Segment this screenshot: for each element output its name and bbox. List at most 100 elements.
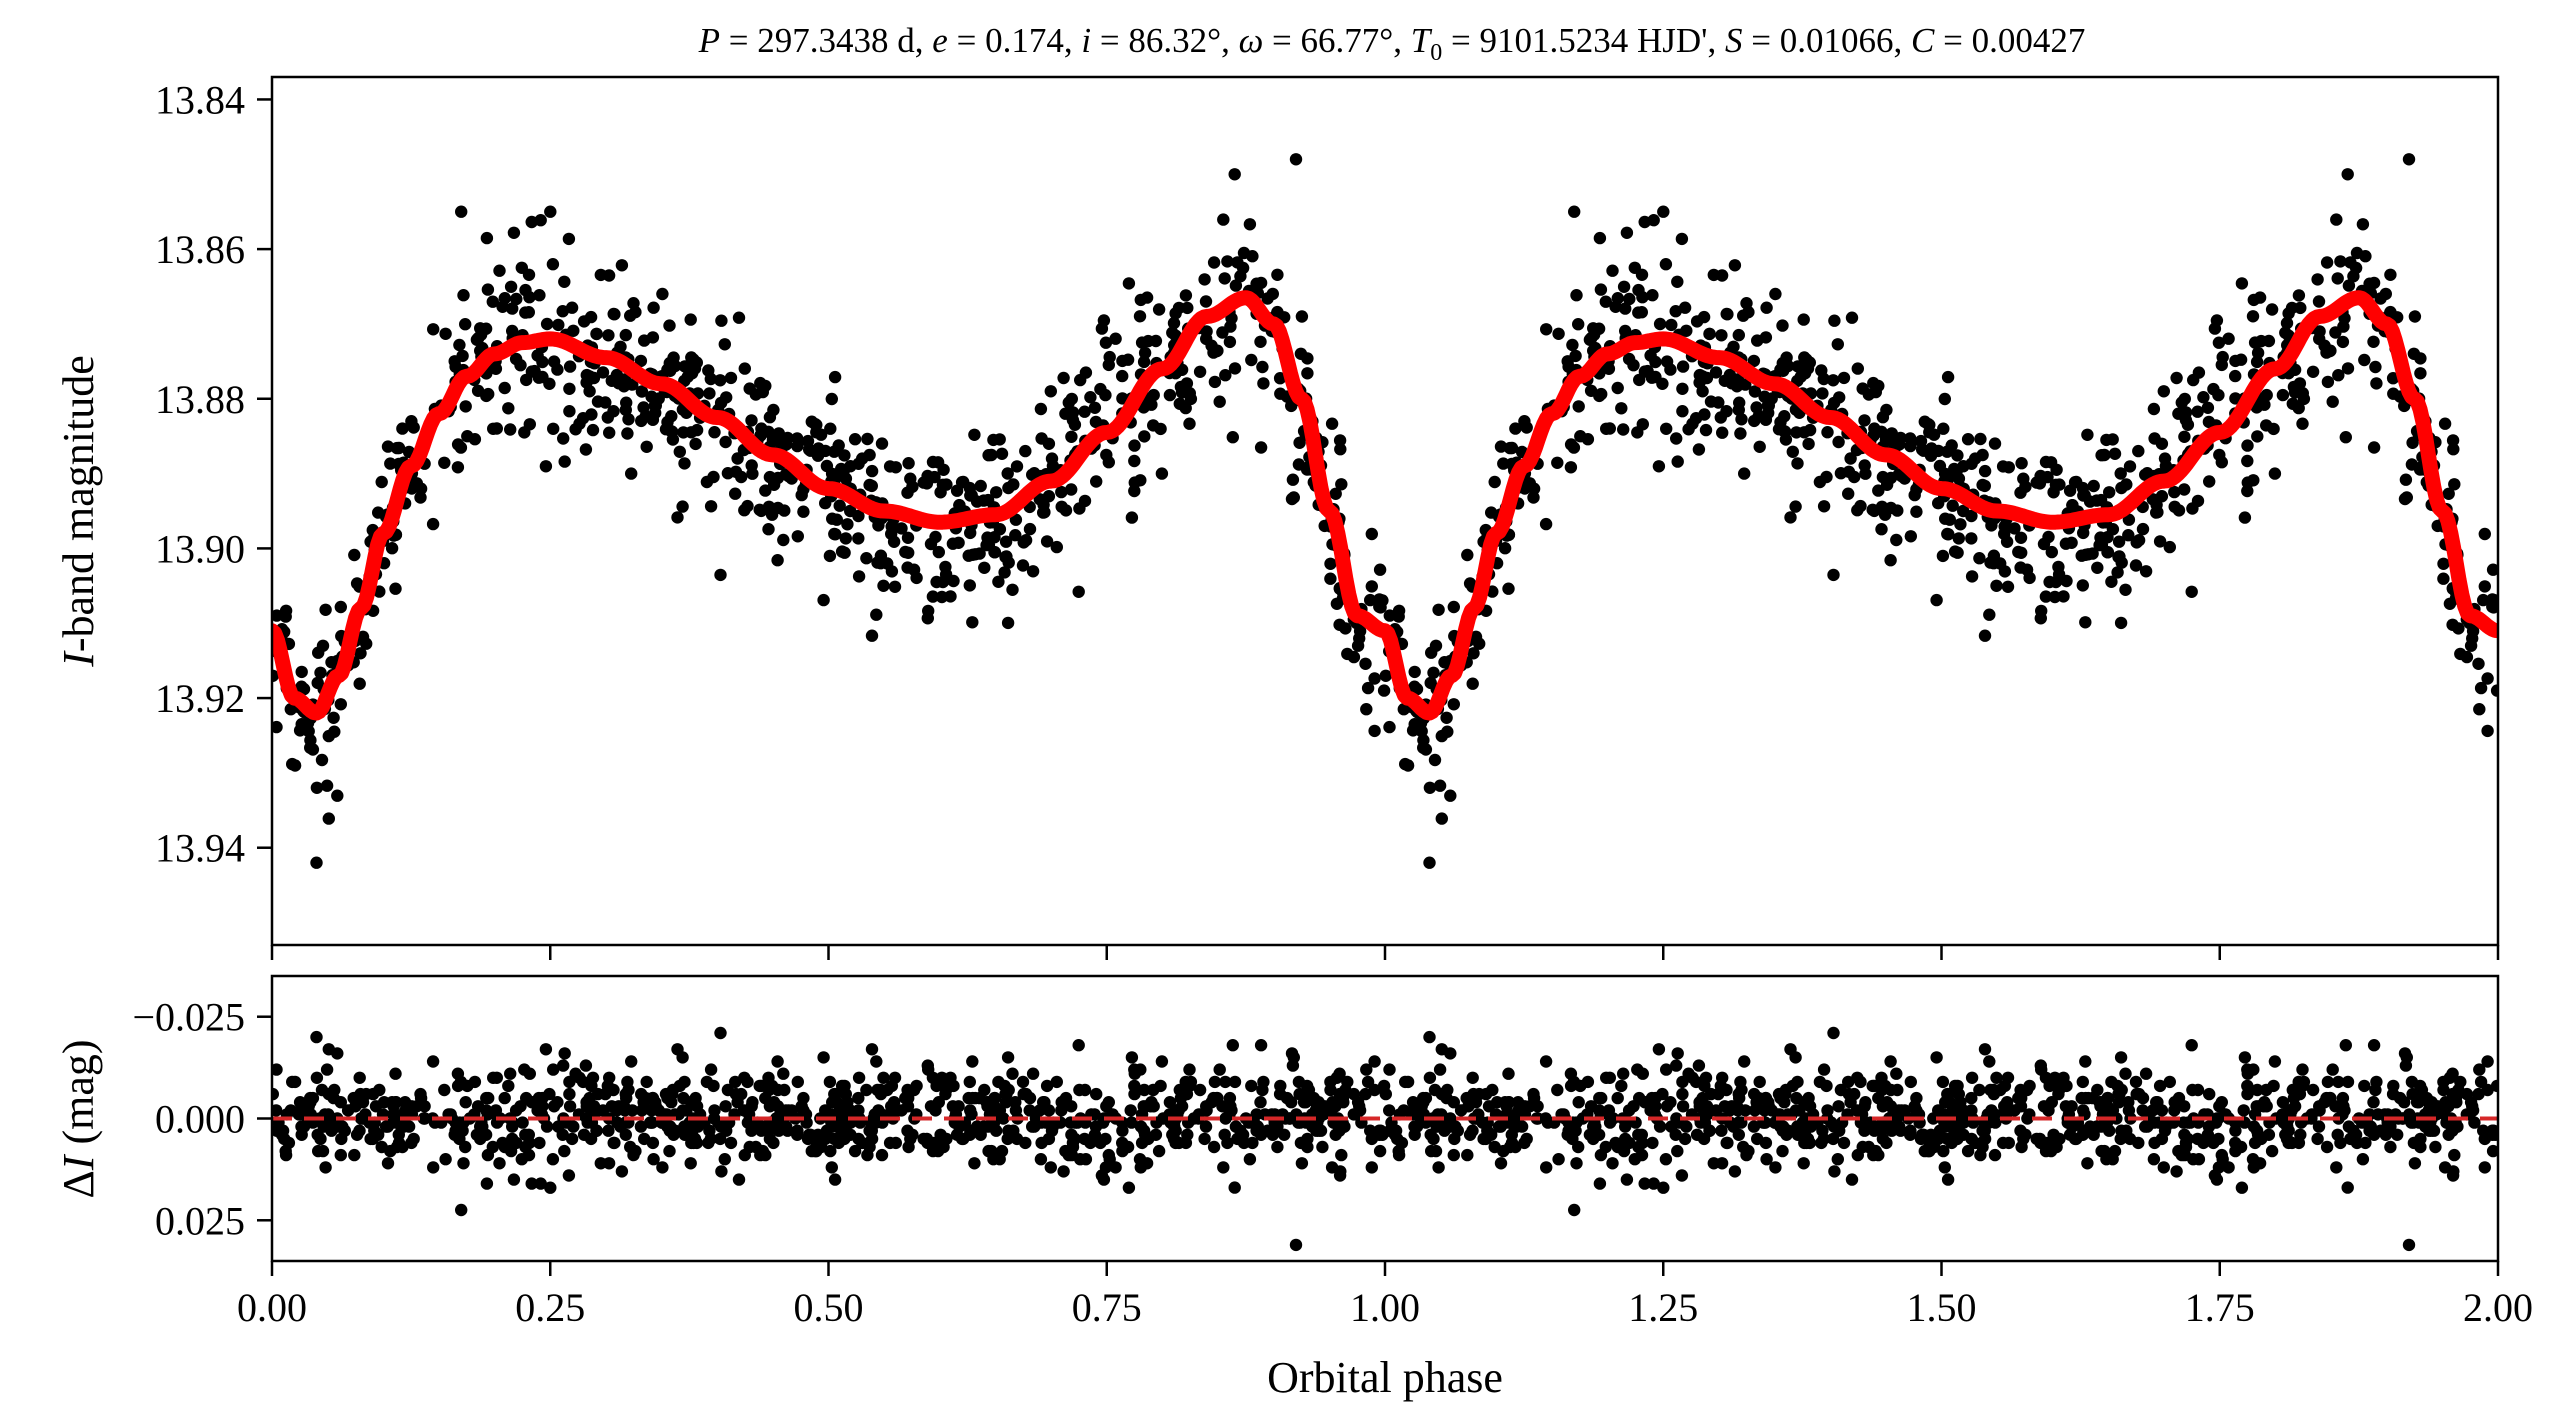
data-point (583, 385, 596, 398)
residual-point (1680, 1120, 1693, 1133)
data-point (1880, 403, 1893, 417)
data-point (1138, 430, 1151, 443)
data-point (1198, 273, 1211, 286)
data-point (2446, 434, 2460, 447)
data-point (1360, 703, 1373, 716)
data-point (1868, 422, 1881, 435)
residual-point (2413, 1079, 2427, 1093)
data-point (1494, 440, 1508, 453)
data-point (759, 379, 772, 393)
residual-point (2422, 1120, 2435, 1133)
data-point (731, 452, 744, 465)
residual-point (2313, 1104, 2326, 1117)
data-point (331, 789, 344, 802)
data-point (2235, 277, 2249, 290)
data-point (1498, 542, 1512, 555)
residual-point (353, 1071, 366, 1085)
data-point (2251, 346, 2265, 360)
data-point (2296, 417, 2309, 430)
data-point (2280, 316, 2294, 330)
data-point (1527, 491, 1540, 504)
residual-point (1510, 1120, 1523, 1133)
data-point (1973, 552, 1986, 565)
data-point (1740, 297, 1753, 310)
residual-point (2356, 1153, 2370, 1166)
data-point (1735, 413, 1748, 426)
residual-point (558, 1047, 571, 1060)
data-point (2045, 545, 2058, 559)
residual-point (272, 1104, 283, 1117)
data-point (1228, 168, 1241, 181)
data-point (1816, 387, 1829, 400)
data-point (2246, 310, 2260, 323)
residual-point (995, 1144, 1009, 1158)
data-point (1976, 448, 1989, 462)
data-point (468, 433, 482, 446)
residual-point (825, 1161, 838, 1174)
residual-point (648, 1100, 662, 1113)
data-point (1802, 437, 1815, 451)
residual-point (2139, 1067, 2153, 1080)
data-point (1778, 410, 1791, 423)
residual-point (2336, 1091, 2350, 1105)
residual-point (746, 1096, 759, 1109)
residual-point (1245, 1079, 1258, 1093)
residual-point (860, 1083, 873, 1097)
residual-point (1817, 1063, 1831, 1076)
residual-point (823, 1075, 837, 1089)
data-point (1936, 549, 1950, 563)
data-point (968, 428, 981, 441)
residual-point (2481, 1055, 2494, 1068)
data-point (563, 360, 577, 373)
data-point (1007, 478, 1020, 491)
data-point (480, 231, 494, 245)
data-point (767, 478, 781, 491)
data-point (1910, 505, 1923, 518)
data-point (1602, 362, 1616, 375)
residual-point (1417, 1091, 1430, 1105)
data-point (1428, 753, 1442, 767)
data-point (2297, 392, 2311, 406)
residual-point (634, 1120, 648, 1133)
data-point (1965, 570, 1979, 583)
residual-point (835, 1079, 849, 1093)
data-point (1287, 491, 1301, 504)
residual-point (1152, 1144, 1166, 1158)
data-point (2286, 397, 2299, 410)
residual-point (304, 1091, 317, 1105)
data-point (2139, 565, 2153, 578)
data-point (1924, 449, 1938, 462)
data-point (1703, 327, 1716, 341)
data-point (1009, 513, 1023, 526)
residual-point (2159, 1120, 2173, 1133)
y-tick-label: 0.025 (155, 1198, 245, 1243)
data-point (615, 259, 629, 272)
residual-point (514, 1100, 527, 1113)
data-point (563, 382, 576, 395)
data-point (863, 448, 876, 462)
residual-point (621, 1075, 634, 1089)
residual-point (310, 1071, 324, 1085)
residual-point (1669, 1128, 1682, 1142)
data-point (295, 665, 308, 679)
residual-point (811, 1128, 825, 1142)
residual-point (1615, 1079, 1628, 1093)
data-point (1034, 402, 1048, 416)
data-point (1147, 388, 1160, 402)
residual-point (348, 1148, 361, 1162)
data-point (1016, 559, 1030, 572)
data-point (1678, 301, 1692, 314)
residual-point (1423, 1071, 1437, 1085)
residual-point (1210, 1091, 1223, 1105)
residual-point (2250, 1100, 2263, 1113)
model-curve (272, 290, 2498, 721)
data-point (1631, 426, 1644, 439)
residual-point (2478, 1132, 2491, 1146)
residual-point (2446, 1087, 2460, 1101)
data-point (1627, 359, 1640, 372)
data-point (2293, 377, 2307, 390)
residual-point (1593, 1177, 1607, 1190)
data-point (2122, 513, 2136, 526)
residual-point (1827, 1026, 1840, 1040)
data-point (860, 552, 873, 565)
